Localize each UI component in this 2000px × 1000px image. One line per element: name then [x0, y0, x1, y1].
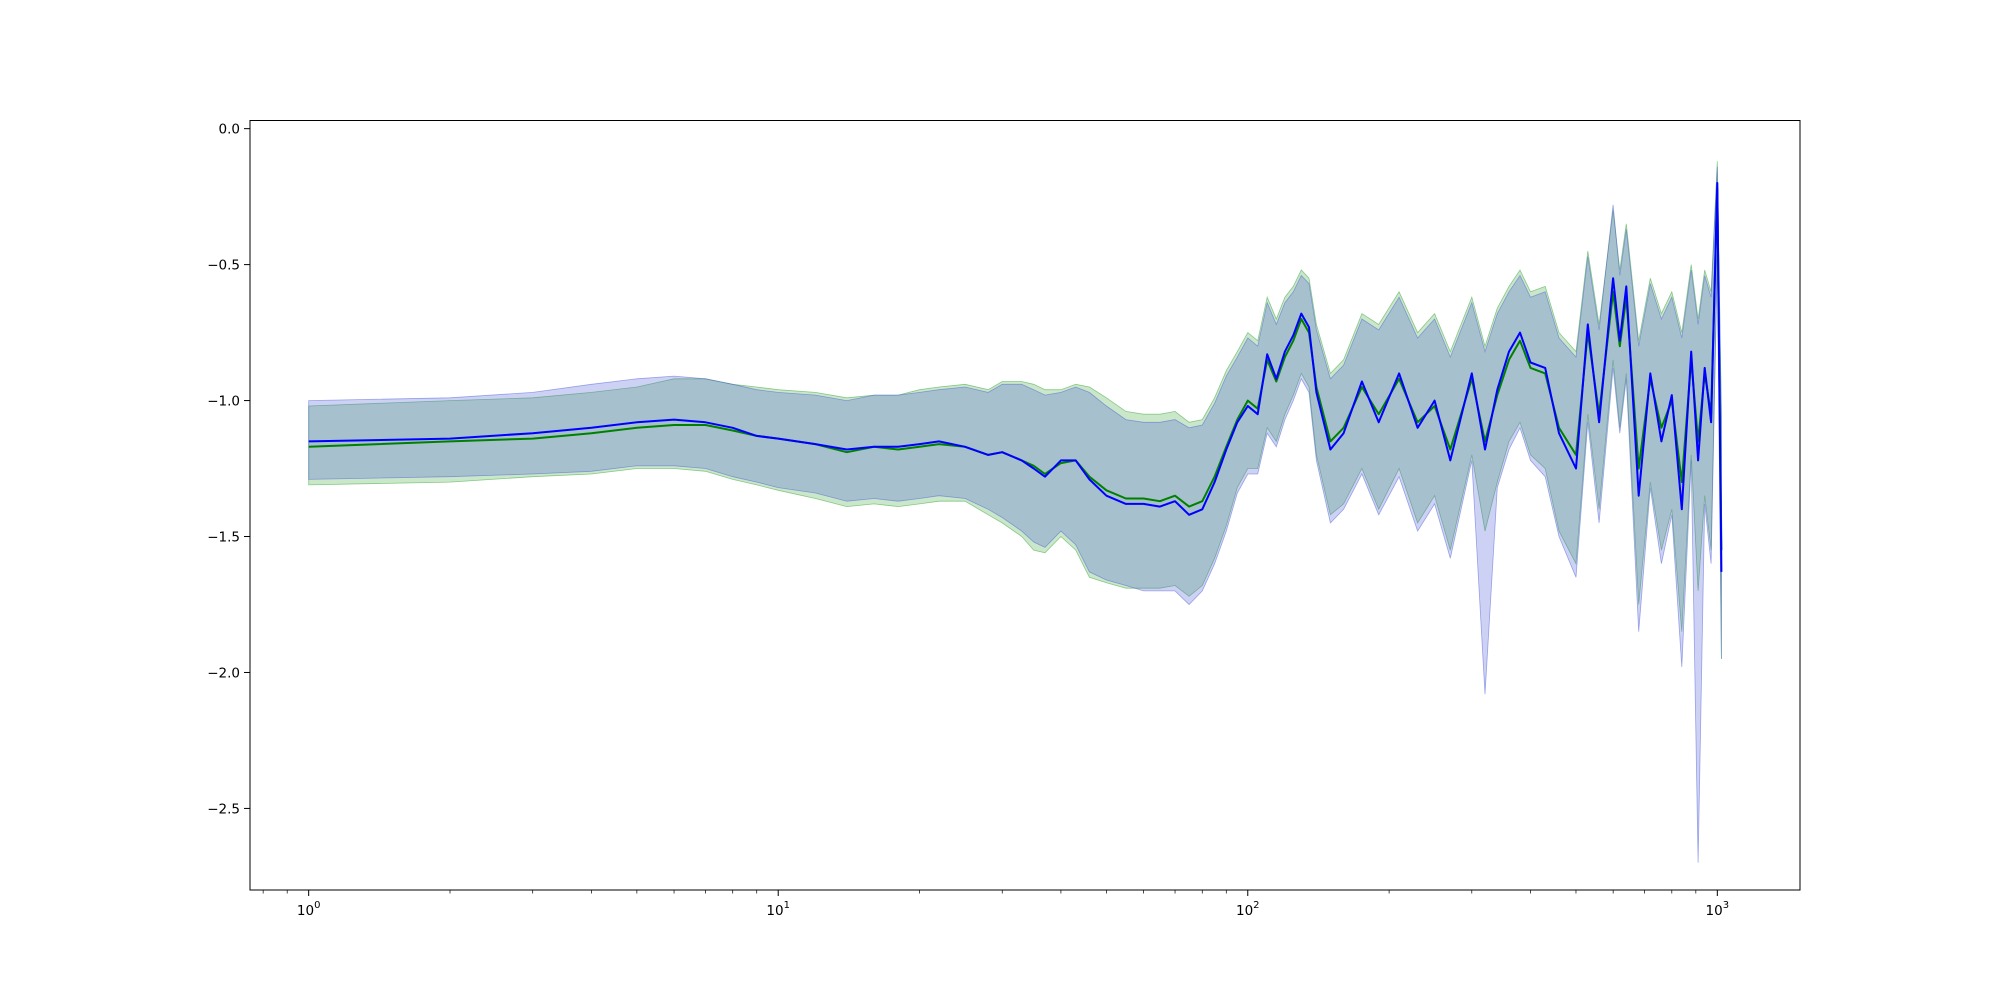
x-tick-label: 102: [1236, 900, 1260, 919]
y-tick-label: −0.5: [207, 258, 240, 274]
plot-frame: [249, 120, 1801, 891]
y-tick-label: −1.0: [207, 394, 240, 410]
x-tick-label: 101: [766, 900, 790, 919]
y-tick-label: −1.5: [207, 530, 240, 546]
series-2-band: [308, 166, 1722, 863]
series-lines: [308, 182, 1723, 572]
x-axis: 100 101 102 103: [262, 890, 1730, 919]
series-2-line: [308, 182, 1723, 572]
y-tick-label: −2.0: [207, 665, 240, 681]
x-tick-label: 100: [297, 900, 321, 919]
y-tick-label: 0.0: [219, 122, 240, 138]
y-tick-label: −2.5: [207, 801, 240, 817]
confidence-bands: [308, 161, 1722, 863]
x-tick-label: 103: [1706, 900, 1730, 919]
series-1-line: [308, 187, 1723, 551]
y-axis: 0.0 −0.5 −1.0 −1.5 −2.0 −2.5: [207, 122, 250, 817]
